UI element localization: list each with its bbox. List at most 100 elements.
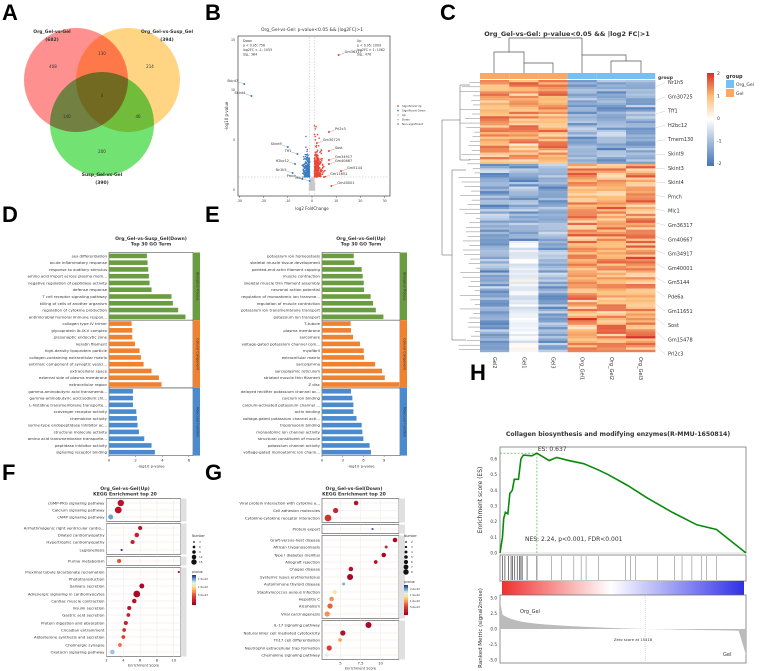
heatmap-cell (567, 279, 597, 282)
row-dendrogram (441, 119, 460, 256)
y-tick-label: 15 (231, 38, 235, 42)
heatmap-cell (480, 127, 510, 131)
heatmap-cell (567, 256, 597, 260)
volcano-point-up (314, 176, 316, 178)
go-term-label: T cell receptor signaling pathway (41, 294, 107, 299)
gene-label-leader (655, 249, 666, 255)
go-bar (322, 382, 400, 387)
x-tick-label: 4 (122, 658, 125, 663)
heatmap-cell (567, 127, 597, 131)
heatmap-cell (567, 243, 597, 246)
heatmap-cell (509, 102, 539, 106)
heatmap-cell (480, 324, 510, 328)
heatmap-cell (596, 170, 627, 174)
heatmap-cell (567, 143, 597, 146)
es-peak-label: ES: 0.637 (538, 446, 567, 453)
heatmap-cell (626, 306, 656, 310)
heatmap-cell (480, 290, 510, 294)
kegg-group-strip (399, 620, 405, 660)
heatmap-cell (538, 120, 568, 124)
sample-label: Gel3 (550, 357, 556, 369)
heatmap-cell (509, 191, 539, 194)
heatmap-cell (509, 179, 539, 183)
go-term-label: potassium ion homeostasis (267, 253, 320, 258)
x-tick-label: 10 (334, 199, 338, 203)
group-legend-title: group (726, 74, 743, 80)
heatmap-cell (626, 308, 656, 312)
volcano-point-down (304, 155, 307, 158)
heatmap-cell (538, 98, 568, 101)
go-term-label: skeletal muscle thin filament assembly (244, 280, 321, 285)
heatmap-cell (596, 86, 627, 90)
go-term-label: collagen type IV trimer (62, 321, 107, 326)
go-term-label: sarcomere (299, 335, 320, 340)
volcano-point-nonsig (311, 177, 313, 179)
x-axis-label: Enrichment Score (128, 664, 159, 668)
volcano-gene-label: Skint3 (227, 79, 238, 83)
go-bar (322, 321, 351, 326)
heatmap-cell (567, 315, 597, 319)
heatmap-cell (538, 281, 568, 285)
heatmap-cell (626, 197, 656, 201)
go-group-strip (400, 320, 407, 388)
heatmap-cell (567, 234, 597, 237)
heatmap-cell (480, 281, 510, 285)
heatmap-cell (596, 91, 627, 94)
heatmap-cell (596, 295, 627, 298)
down-stats-text: log2FC < -1: 1053 (243, 48, 272, 52)
x-tick-label: 6 (188, 458, 191, 463)
x-tick-label: -20 (261, 199, 266, 203)
heatmap-cell (509, 331, 539, 335)
heatmap-cell (538, 331, 568, 335)
pvalue-legend-label: 2.0e-02 (410, 587, 420, 591)
heatmap-cell (596, 254, 627, 257)
heatmap-cell (538, 329, 568, 332)
venn-circle (50, 72, 154, 176)
gene-label-leader (655, 345, 666, 355)
gene-label: Gm5144 (668, 280, 689, 286)
heatmap-cell (480, 220, 510, 223)
heatmap-cell (480, 177, 510, 180)
heatmap-cell (567, 290, 597, 294)
heatmap-cell (480, 295, 510, 298)
group-annotation-cell (538, 73, 568, 79)
heatmap-cell (509, 256, 539, 260)
heatmap-cell (509, 227, 539, 230)
heatmap-cell (626, 132, 656, 135)
column-dendrogram (581, 54, 627, 73)
heatmap-cell (480, 297, 510, 301)
heatmap-cell (626, 295, 656, 298)
heatmap-cell (509, 313, 539, 316)
heatmap-cell (567, 166, 597, 169)
panel-e-go-bar: Org_Gel-vs-Gel(Up)Top 30 GO Term Biologic… (241, 236, 407, 469)
kegg-dot (127, 605, 132, 611)
heatmap-cell (509, 238, 539, 242)
heatmap-cell (626, 315, 656, 319)
heatmap-cell (509, 193, 539, 196)
heatmap-cell (567, 274, 597, 278)
size-legend-label: 4 (411, 550, 413, 554)
heatmap-cell (626, 193, 656, 196)
go-bar (322, 334, 354, 340)
heatmap-cell (596, 116, 627, 119)
heatmap-cell (480, 93, 510, 97)
es-y-tick-label: 0.4 (490, 488, 497, 493)
heatmap-cell (509, 111, 539, 115)
gene-label-leader (655, 125, 666, 128)
kegg-term-label: Cholinergic synapse (65, 642, 105, 647)
kegg-term-label: Neutrophil extracellular trap formation (245, 645, 321, 650)
heatmap-cell (596, 191, 627, 194)
heatmap-cell (538, 340, 568, 344)
heatmap-cell (480, 327, 510, 330)
kegg-dot (381, 552, 387, 558)
go-term-label: external side of plasma membrane (39, 375, 108, 380)
heatmap-cell (480, 236, 510, 239)
heatmap-cell (596, 308, 627, 312)
heatmap-cell (567, 163, 597, 167)
color-scale-tick: -2 (717, 161, 722, 167)
kegg-term-label: Systemic lupus erythematosus (260, 574, 320, 579)
kegg-term-label: Cytokine-cytokine receptor interaction (245, 515, 321, 520)
heatmap-cell (480, 225, 510, 228)
pvalue-legend-label: 1.0e-02 (198, 585, 208, 589)
go-bar (109, 429, 139, 435)
